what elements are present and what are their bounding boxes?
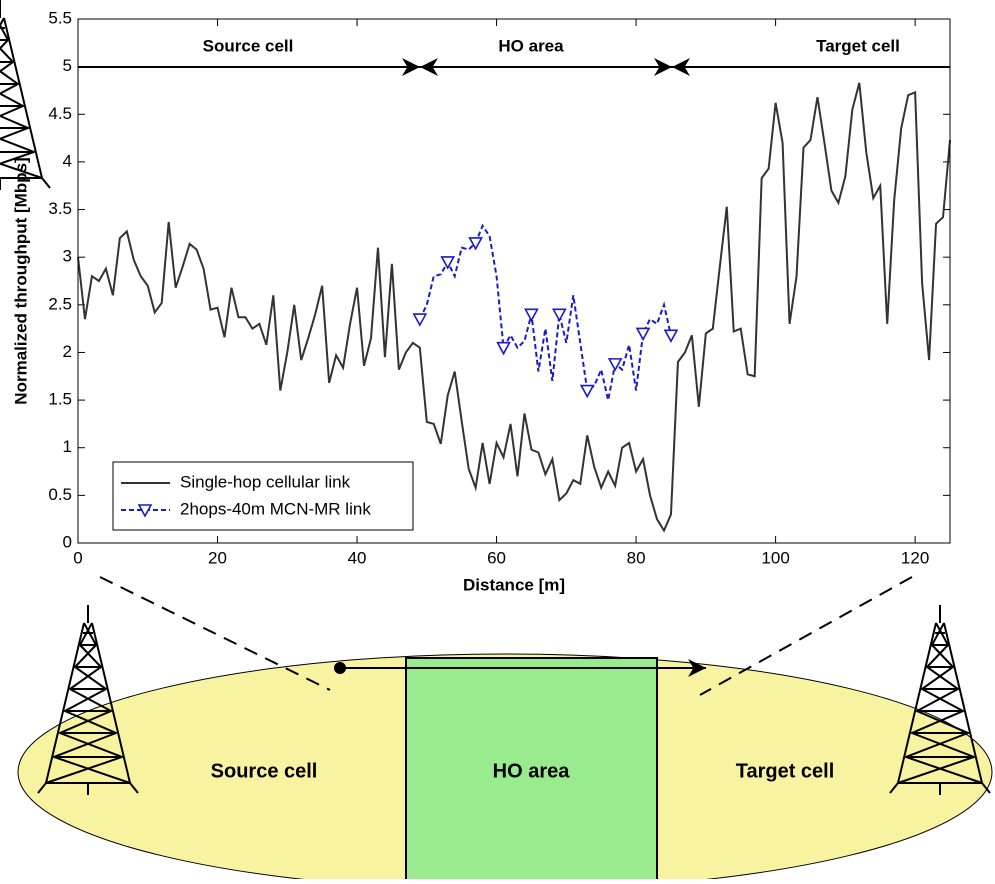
- y-axis-label: Normalized throughput [Mbps]: [11, 157, 30, 404]
- ho-area-box: [405, 657, 658, 884]
- series-line: [418, 223, 672, 401]
- x-tick-label: 100: [761, 548, 789, 567]
- plot-frame: [77, 18, 951, 544]
- marker: [496, 341, 511, 356]
- annotation: Target cell: [816, 36, 900, 55]
- diagram-label: Source cell: [211, 760, 318, 782]
- y-tick-label: 1: [63, 437, 72, 456]
- marker: [579, 384, 595, 399]
- x-tick-label: 120: [901, 548, 929, 567]
- marker: [607, 358, 623, 372]
- y-tick-label: 2: [63, 342, 72, 361]
- x-tick-label: 20: [208, 548, 227, 567]
- y-tick-label: 0: [63, 532, 72, 551]
- series-line: [77, 82, 951, 533]
- legend-items: Single-hop cellular link 2hops-40m MCN-MR…: [121, 472, 371, 518]
- y-tick-label: 3.5: [48, 199, 72, 218]
- x-tick-label: 60: [487, 548, 506, 567]
- tower: [0, 0, 51, 190]
- marker: [412, 313, 428, 327]
- diagram-label: Target cell: [736, 760, 835, 782]
- y-tick-label: 0.5: [48, 485, 72, 504]
- legend-label: Single-hop cellular link: [180, 472, 351, 491]
- marker: [635, 327, 651, 342]
- x-tick-label: 40: [348, 548, 367, 567]
- x-tick-label: 0: [73, 548, 82, 567]
- dashed-link: [99, 576, 331, 691]
- plot: 0 0.5 1 1.5 2 2.5 3 3.5 4 4.5 5 5.5 0 20 40 60 80 100 120: [48, 8, 951, 567]
- y-tick-label: 4.5: [48, 104, 72, 123]
- y-tick-label: 2.5: [48, 294, 72, 313]
- marker: [468, 237, 483, 251]
- y-tick-label: 1.5: [48, 390, 72, 409]
- marker: [440, 256, 456, 270]
- legend-label: 2hops-40m MCN-MR link: [180, 499, 371, 518]
- y-tick-label: 5: [63, 56, 72, 75]
- dashed-link: [699, 576, 913, 696]
- marker: [524, 308, 539, 323]
- y-tick-label: 5.5: [48, 8, 72, 27]
- x-axis-label: Distance [m]: [463, 575, 565, 594]
- annotation: Source cell: [203, 36, 294, 55]
- marker: [663, 329, 679, 343]
- annotation: HO area: [498, 36, 564, 55]
- legend: Single-hop cellular link 2hops-40m MCN-MR…: [112, 461, 414, 531]
- marker: [551, 308, 567, 323]
- x-tick-label: 80: [627, 548, 646, 567]
- legend-marker: [137, 504, 153, 518]
- y-tick-label: 3: [63, 247, 72, 266]
- y-tick-label: 4: [63, 151, 72, 170]
- diagram-label: HO area: [493, 760, 571, 782]
- legend-box: [112, 461, 414, 531]
